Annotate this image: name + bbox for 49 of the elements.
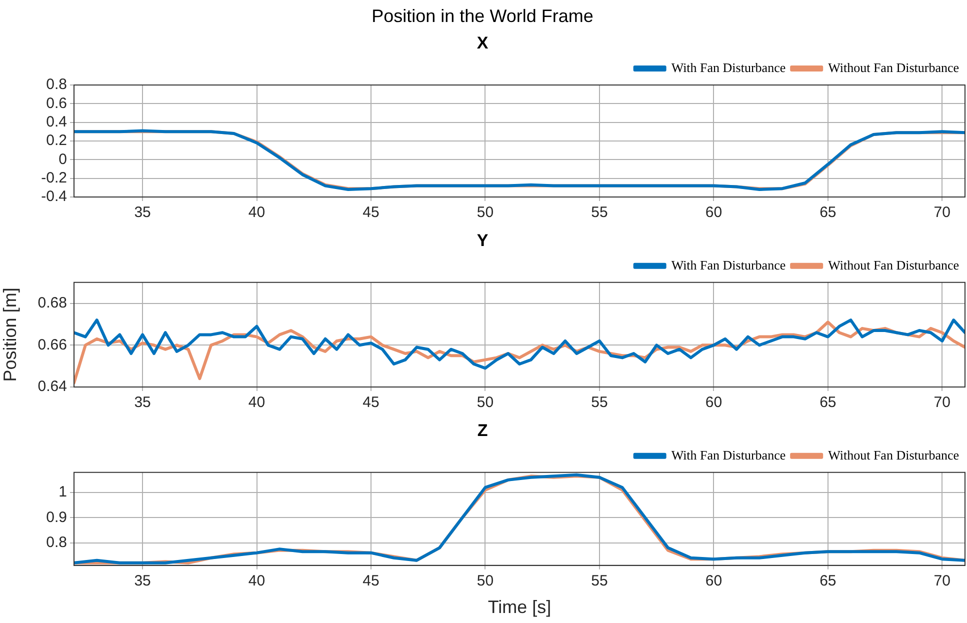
x-tick-label: 55 [591,572,608,590]
y-tick-label: 0.66 [38,336,67,354]
y-tick-label: -0.2 [41,169,67,186]
chart-title: Y [476,230,489,250]
x-tick-label: 40 [248,394,266,412]
x-tick-label: 65 [820,572,836,590]
legend-label: With Fan Disturbance [671,447,786,462]
y-tick-label: 0.2 [46,132,67,150]
x-tick-label: 70 [934,204,950,222]
x-tick-label: 35 [134,572,151,590]
y-axis-title: Position [m] [0,288,20,382]
y-tick-label: 0.9 [46,508,67,526]
x-tick-label: 65 [820,394,836,412]
x-axis-title: Time [s] [488,597,552,618]
legend-label: Without Fan Disturbance [828,60,960,75]
y-tick-label: 0.68 [38,294,67,312]
y-tick-label: 0.4 [46,113,67,130]
y-tick-label: 0.8 [46,76,67,94]
y-tick-label: 0 [58,150,67,168]
y-tick-label: 0.6 [46,94,67,112]
x-tick-label: 40 [248,204,266,222]
x-tick-label: 45 [362,394,380,412]
x-tick-label: 35 [134,394,151,412]
legend-label: With Fan Disturbance [671,257,786,272]
x-tick-label: 60 [705,572,722,590]
y-tick-label: -0.4 [41,188,67,206]
x-tick-label: 50 [476,572,494,590]
x-tick-label: 60 [705,204,722,222]
chart-subtitle: X [476,33,489,52]
x-tick-label: 70 [934,394,950,412]
y-tick-label: 0.64 [38,378,67,396]
x-tick-label: 70 [934,572,950,590]
x-tick-label: 55 [591,394,608,412]
chart-title: Position in the World Frame [372,6,594,26]
x-tick-label: 45 [362,572,380,590]
chart-title: Z [477,420,488,440]
y-tick-label: 1 [58,484,67,501]
legend-label: With Fan Disturbance [671,60,786,75]
x-tick-label: 40 [248,572,266,590]
x-tick-label: 45 [362,204,380,222]
legend-label: Without Fan Disturbance [828,257,960,272]
legend-label: Without Fan Disturbance [828,447,960,462]
x-tick-label: 55 [591,204,608,222]
x-tick-label: 60 [705,394,722,412]
x-tick-label: 65 [820,204,836,222]
x-tick-label: 35 [134,204,151,222]
y-tick-label: 0.8 [46,534,67,551]
x-tick-label: 50 [476,204,494,222]
x-tick-label: 50 [476,394,494,412]
